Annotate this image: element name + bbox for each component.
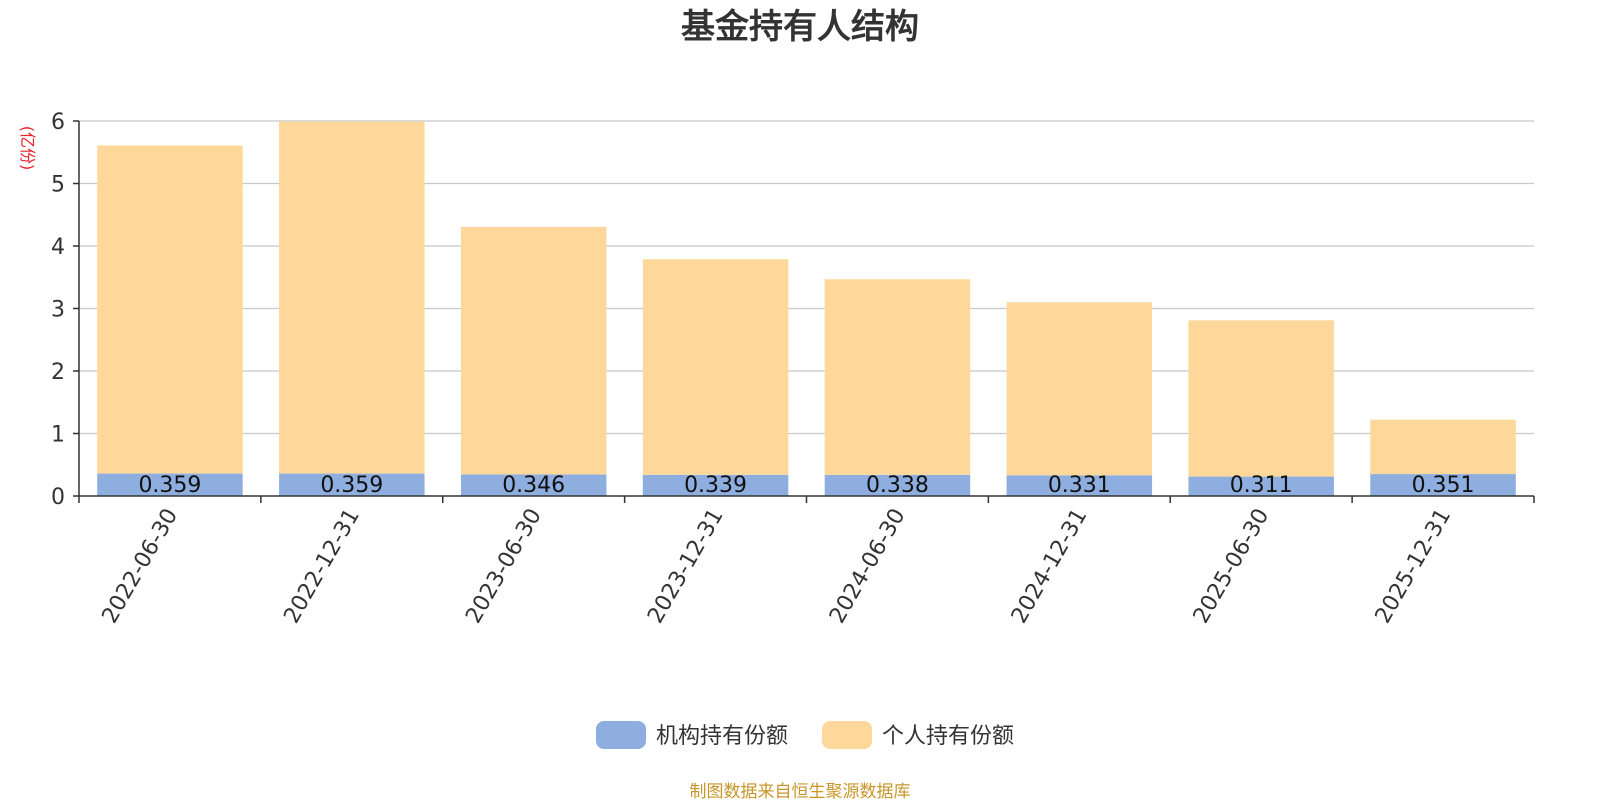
bar-data-label: 0.339 bbox=[684, 473, 747, 498]
x-tick-label: 2023-12-31 bbox=[643, 505, 729, 628]
legend-label: 个人持有份额 bbox=[882, 724, 1014, 749]
bar-data-label: 0.351 bbox=[1412, 473, 1475, 498]
y-tick-label: 5 bbox=[51, 173, 65, 198]
bars: 0.359 0.359 0.346 0.339 0.338 0.331 0.311 0.351 bbox=[97, 121, 1516, 498]
bar-individual bbox=[642, 259, 789, 475]
bar-institutional bbox=[97, 473, 243, 496]
bar-institutional bbox=[1006, 475, 1153, 496]
y-tick-label: 0 bbox=[51, 485, 65, 510]
y-tick-label: 1 bbox=[51, 423, 65, 448]
x-tick-label: 2022-06-30 bbox=[98, 505, 184, 628]
bar-individual bbox=[1188, 320, 1334, 477]
legend: 机构持有份额 个人持有份额 bbox=[596, 721, 1014, 749]
bar-individual bbox=[1006, 302, 1153, 476]
x-tick-label: 2024-12-31 bbox=[1007, 505, 1093, 628]
x-tick-label: 2022-12-31 bbox=[279, 505, 365, 628]
y-axis-unit-label: (亿份) bbox=[18, 126, 37, 171]
y-tick-label: 4 bbox=[51, 235, 65, 260]
bar-institutional bbox=[824, 474, 971, 496]
chart-title: 基金持有人结构 bbox=[681, 7, 919, 47]
bar-individual bbox=[1370, 419, 1516, 475]
source-note: 制图数据来自恒生聚源数据库 bbox=[690, 782, 911, 800]
bar-data-label: 0.346 bbox=[502, 473, 565, 498]
bar-data-label: 0.338 bbox=[866, 473, 929, 498]
x-tick-label: 2025-12-31 bbox=[1371, 505, 1457, 628]
legend-swatch bbox=[596, 721, 646, 749]
bar-institutional bbox=[1188, 476, 1334, 496]
x-axis: 2022-06-30 2022-12-31 2023-06-30 2023-12-31… bbox=[78, 495, 1535, 628]
bar-institutional bbox=[1370, 474, 1516, 496]
legend-label: 机构持有份额 bbox=[656, 724, 788, 749]
x-tick-label: 2024-06-30 bbox=[825, 505, 911, 628]
bar-individual bbox=[460, 226, 607, 475]
x-tick-label: 2025-06-30 bbox=[1189, 505, 1275, 628]
x-tick-label: 2023-06-30 bbox=[461, 505, 547, 628]
y-tick-label: 2 bbox=[51, 360, 65, 385]
bar-individual bbox=[824, 279, 971, 475]
bar-individual bbox=[97, 145, 243, 474]
bar-data-label: 0.359 bbox=[320, 473, 383, 498]
y-axis: 0 1 2 3 4 5 6 bbox=[51, 110, 80, 510]
bar-individual bbox=[279, 121, 425, 474]
bar-data-label: 0.359 bbox=[138, 473, 201, 498]
bar-institutional bbox=[460, 474, 607, 496]
y-tick-label: 3 bbox=[51, 298, 65, 323]
bar-institutional bbox=[279, 473, 425, 496]
bar-data-label: 0.331 bbox=[1048, 473, 1111, 498]
y-tick-label: 6 bbox=[51, 110, 65, 135]
bar-institutional bbox=[642, 474, 789, 496]
bar-data-label: 0.311 bbox=[1230, 473, 1293, 498]
legend-swatch bbox=[822, 721, 872, 749]
